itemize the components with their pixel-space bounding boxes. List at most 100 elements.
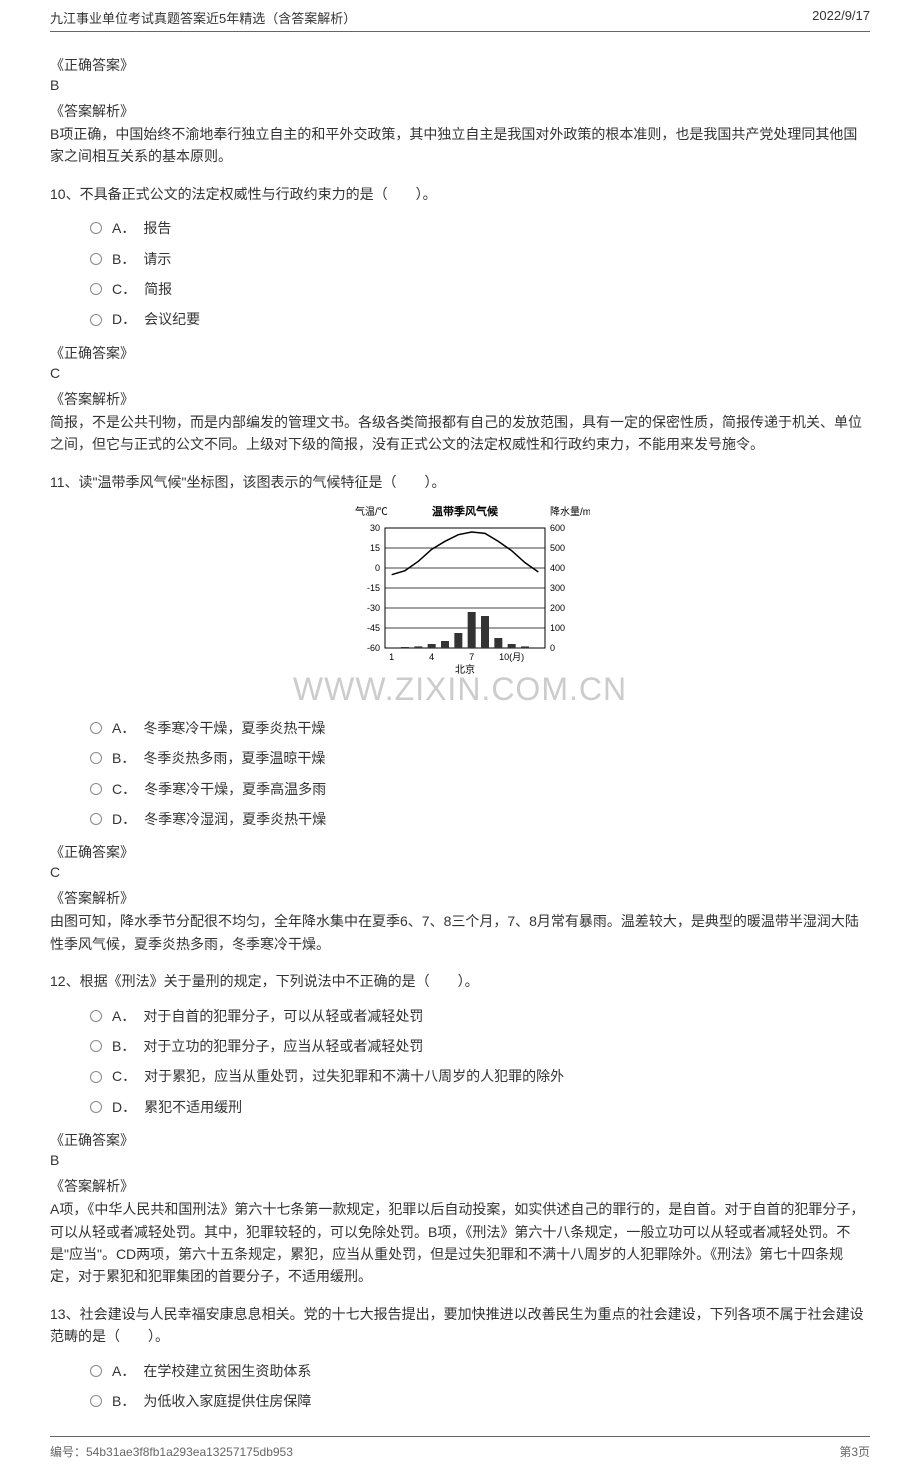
option-10-b[interactable]: B． 请示: [90, 244, 870, 274]
options-10: A． 报告 B． 请示 C． 简报 D． 会议纪要: [50, 213, 870, 335]
option-text: 冬季寒冷干燥，夏季高温多雨: [144, 778, 326, 800]
option-letter: A．: [112, 1360, 135, 1382]
option-letter: D．: [112, 308, 136, 330]
radio-icon: [90, 722, 102, 734]
footer-id: 编号：54b31ae3f8fb1a293ea13257175db953: [50, 1443, 293, 1460]
option-letter: C．: [112, 1065, 136, 1087]
answer-value: B: [50, 77, 870, 93]
radio-icon: [90, 222, 102, 234]
radio-icon: [90, 1040, 102, 1052]
answer-label: 《正确答案》: [50, 343, 870, 363]
radio-icon: [90, 1395, 102, 1407]
option-10-d[interactable]: D． 会议纪要: [90, 304, 870, 334]
options-13: A． 在学校建立贫困生资助体系 B． 为低收入家庭提供住房保障: [50, 1356, 870, 1417]
analysis-label: 《答案解析》: [50, 888, 870, 908]
radio-icon: [90, 1101, 102, 1113]
question-10: 10、不具备正式公文的法定权威性与行政约束力的是（ ）。: [50, 183, 870, 205]
option-text: 对于自首的犯罪分子，可以从轻或者减轻处罚: [143, 1005, 423, 1027]
header-date: 2022/9/17: [812, 8, 870, 27]
radio-icon: [90, 314, 102, 326]
options-12: A． 对于自首的犯罪分子，可以从轻或者减轻处罚 B． 对于立功的犯罪分子，应当从…: [50, 1001, 870, 1123]
option-text: 冬季炎热多雨，夏季温晾干燥: [143, 747, 325, 769]
svg-text:200: 200: [550, 603, 565, 613]
radio-icon: [90, 283, 102, 295]
svg-text:-15: -15: [367, 583, 380, 593]
radio-icon: [90, 783, 102, 795]
question-11: 11、读"温带季风气候"坐标图，该图表示的气候特征是（ ）。: [50, 471, 870, 493]
option-11-b[interactable]: B． 冬季炎热多雨，夏季温晾干燥: [90, 743, 870, 773]
option-text: 报告: [143, 217, 171, 239]
option-letter: B．: [112, 1035, 135, 1057]
option-13-b[interactable]: B． 为低收入家庭提供住房保障: [90, 1386, 870, 1416]
option-letter: A．: [112, 217, 135, 239]
option-12-a[interactable]: A． 对于自首的犯罪分子，可以从轻或者减轻处罚: [90, 1001, 870, 1031]
option-text: 会议纪要: [144, 308, 200, 330]
analysis-text: B项正确，中国始终不渝地奉行独立自主的和平外交政策，其中独立自主是我国对外政策的…: [50, 123, 870, 168]
option-11-a[interactable]: A． 冬季寒冷干燥，夏季炎热干燥: [90, 713, 870, 743]
footer-page: 第3页: [839, 1443, 870, 1460]
answer-value: C: [50, 365, 870, 381]
svg-text:400: 400: [550, 563, 565, 573]
option-letter: A．: [112, 717, 135, 739]
page-footer: 编号：54b31ae3f8fb1a293ea13257175db953 第3页: [50, 1436, 870, 1466]
svg-text:10(月): 10(月): [499, 652, 524, 662]
svg-text:1: 1: [389, 652, 394, 662]
svg-text:降水量/mm: 降水量/mm: [550, 505, 590, 518]
option-letter: D．: [112, 808, 136, 830]
radio-icon: [90, 752, 102, 764]
svg-text:30: 30: [370, 523, 380, 533]
option-text: 冬季寒冷干燥，夏季炎热干燥: [143, 717, 325, 739]
question-13: 13、社会建设与人民幸福安康息息相关。党的十七大报告提出，要加快推进以改善民生为…: [50, 1303, 870, 1348]
svg-text:-60: -60: [367, 643, 380, 653]
answer-label: 《正确答案》: [50, 842, 870, 862]
option-letter: C．: [112, 278, 136, 300]
answer-label: 《正确答案》: [50, 1130, 870, 1150]
option-12-c[interactable]: C． 对于累犯，应当从重处罚，过失犯罪和不满十八周岁的人犯罪的除外: [90, 1061, 870, 1091]
svg-text:300: 300: [550, 583, 565, 593]
climate-chart: 温带季风气候气温/℃降水量/mm30600155000400-15300-302…: [50, 503, 870, 686]
option-11-d[interactable]: D． 冬季寒冷湿润，夏季炎热干燥: [90, 804, 870, 834]
header-title: 九江事业单位考试真题答案近5年精选（含答案解析）: [50, 8, 356, 27]
radio-icon: [90, 253, 102, 265]
analysis-label: 《答案解析》: [50, 389, 870, 409]
radio-icon: [90, 1071, 102, 1083]
svg-text:0: 0: [375, 563, 380, 573]
chart-svg: 温带季风气候气温/℃降水量/mm30600155000400-15300-302…: [330, 503, 590, 683]
svg-text:0: 0: [550, 643, 555, 653]
option-text: 冬季寒冷湿润，夏季炎热干燥: [144, 808, 326, 830]
answer-value: C: [50, 864, 870, 880]
option-text: 对于累犯，应当从重处罚，过失犯罪和不满十八周岁的人犯罪的除外: [144, 1065, 564, 1087]
svg-text:600: 600: [550, 523, 565, 533]
svg-text:-45: -45: [367, 623, 380, 633]
option-text: 请示: [143, 248, 171, 270]
svg-text:15: 15: [370, 543, 380, 553]
analysis-label: 《答案解析》: [50, 101, 870, 121]
analysis-text: 简报，不是公共刊物，而是内部编发的管理文书。各级各类简报都有自己的发放范围，具有…: [50, 411, 870, 456]
radio-icon: [90, 1010, 102, 1022]
svg-text:4: 4: [429, 652, 434, 662]
radio-icon: [90, 813, 102, 825]
option-letter: D．: [112, 1096, 136, 1118]
analysis-text: 由图可知，降水季节分配很不均匀，全年降水集中在夏季6、7、8三个月，7、8月常有…: [50, 910, 870, 955]
option-text: 简报: [144, 278, 172, 300]
option-13-a[interactable]: A． 在学校建立贫困生资助体系: [90, 1356, 870, 1386]
option-11-c[interactable]: C． 冬季寒冷干燥，夏季高温多雨: [90, 774, 870, 804]
option-12-d[interactable]: D． 累犯不适用缓刑: [90, 1092, 870, 1122]
analysis-text: A项，《中华人民共和国刑法》第六十七条第一款规定，犯罪以后自动投案，如实供述自己…: [50, 1198, 870, 1288]
svg-text:500: 500: [550, 543, 565, 553]
answer-label: 《正确答案》: [50, 55, 870, 75]
option-letter: B．: [112, 1390, 135, 1412]
options-11: A． 冬季寒冷干燥，夏季炎热干燥 B． 冬季炎热多雨，夏季温晾干燥 C． 冬季寒…: [50, 713, 870, 835]
option-12-b[interactable]: B． 对于立功的犯罪分子，应当从轻或者减轻处罚: [90, 1031, 870, 1061]
option-10-c[interactable]: C． 简报: [90, 274, 870, 304]
page-header: 九江事业单位考试真题答案近5年精选（含答案解析） 2022/9/17: [50, 0, 870, 32]
answer-value: B: [50, 1152, 870, 1168]
radio-icon: [90, 1365, 102, 1377]
svg-text:温带季风气候: 温带季风气候: [432, 504, 499, 518]
option-10-a[interactable]: A． 报告: [90, 213, 870, 243]
option-text: 为低收入家庭提供住房保障: [143, 1390, 311, 1412]
option-text: 在学校建立贫困生资助体系: [143, 1360, 311, 1382]
page-content: 《正确答案》 B 《答案解析》 B项正确，中国始终不渝地奉行独立自主的和平外交政…: [50, 32, 870, 1416]
option-letter: B．: [112, 747, 135, 769]
svg-text:北京: 北京: [455, 663, 475, 676]
